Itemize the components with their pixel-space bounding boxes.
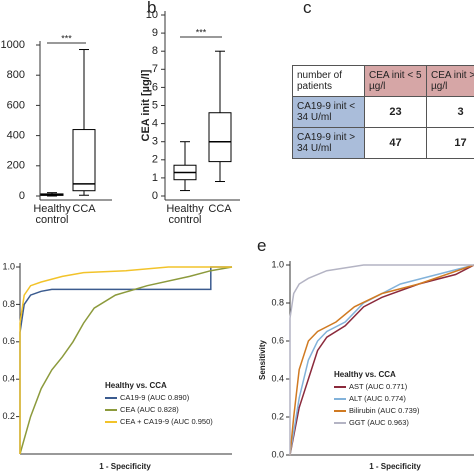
panel-label: b bbox=[147, 0, 157, 17]
panel-label: e bbox=[257, 236, 267, 255]
roc-curve bbox=[19, 266, 233, 455]
y-axis-label: CEA init [µg/l] bbox=[140, 69, 152, 141]
cell: 23 bbox=[364, 96, 427, 128]
y-axis-label: Sensitivity bbox=[258, 339, 267, 380]
y-tick-label: 0 bbox=[19, 190, 25, 202]
legend-label: CEA (AUC 0.828) bbox=[120, 405, 179, 414]
y-tick-label: 0.4 bbox=[271, 373, 284, 383]
y-tick-label: 0.2 bbox=[271, 411, 284, 421]
roc-curve bbox=[289, 264, 474, 456]
y-tick-label: 1 bbox=[152, 172, 158, 184]
row-label: CA19-9 init > 34 U/ml bbox=[292, 127, 365, 159]
x-tick-label: CCA bbox=[208, 203, 232, 215]
legend-title: Healthy vs. CCA bbox=[105, 381, 167, 390]
legend-label: ALT (AUC 0.774) bbox=[349, 394, 406, 403]
y-tick-label: 600 bbox=[7, 99, 25, 111]
legend-title: Healthy vs. CCA bbox=[334, 370, 396, 379]
y-tick-label: 0.8 bbox=[2, 299, 15, 309]
x-tick-label: Healthy control bbox=[33, 203, 71, 226]
row-label: CA19-9 init < 34 U/ml bbox=[292, 96, 365, 128]
roc-curve bbox=[289, 264, 474, 455]
y-tick-label: 8 bbox=[152, 45, 158, 57]
y-tick-label: 4 bbox=[152, 118, 158, 130]
y-tick-label: 200 bbox=[7, 160, 25, 172]
roc-curve bbox=[289, 264, 474, 456]
y-tick-label: 2 bbox=[152, 154, 158, 166]
legend-label: Bilirubin (AUC 0.739) bbox=[349, 406, 420, 415]
header-cell: CEA init > 5 µg/l bbox=[426, 65, 474, 97]
y-tick-label: 0.2 bbox=[2, 411, 15, 421]
cell: 17 bbox=[426, 127, 474, 159]
y-tick-label: 6 bbox=[152, 81, 158, 93]
y-tick-label: 0.0 bbox=[271, 449, 284, 459]
legend-label: CEA + CA19-9 (AUC 0.950) bbox=[120, 417, 213, 426]
count-table: number of patients CEA init < 5 µg/l CEA… bbox=[292, 65, 474, 159]
y-tick-label: 7 bbox=[152, 63, 158, 75]
roc-curve bbox=[19, 266, 232, 454]
y-tick-label: 0.6 bbox=[2, 336, 15, 346]
box bbox=[208, 112, 232, 163]
y-tick-label: 1.0 bbox=[2, 261, 15, 271]
x-axis-label: 1 - Specificity bbox=[369, 462, 421, 471]
x-axis-label: 1 - Specificity bbox=[99, 462, 151, 471]
header-cell: number of patients bbox=[292, 65, 365, 97]
y-tick-label: 9 bbox=[152, 27, 158, 39]
panel-label: c bbox=[303, 0, 312, 17]
y-tick-label: 400 bbox=[7, 130, 25, 142]
y-tick-label: 3 bbox=[152, 136, 158, 148]
cell: 47 bbox=[364, 127, 427, 159]
legend-label: CA19-9 (AUC 0.890) bbox=[120, 393, 190, 402]
y-tick-label: 1000 bbox=[1, 39, 25, 51]
roc-curve bbox=[19, 266, 232, 454]
y-tick-label: 10 bbox=[146, 9, 158, 21]
cell: 3 bbox=[426, 96, 474, 128]
x-tick-label: CCA bbox=[72, 203, 96, 215]
y-tick-label: 5 bbox=[152, 99, 158, 111]
header-cell: CEA init < 5 µg/l bbox=[364, 65, 427, 97]
roc-curve bbox=[289, 264, 474, 456]
y-tick-label: 800 bbox=[7, 69, 25, 81]
y-tick-label: 0.6 bbox=[271, 335, 284, 345]
y-tick-label: 0.8 bbox=[271, 297, 284, 307]
y-tick-label: 0.4 bbox=[2, 374, 15, 384]
significance-label: *** bbox=[196, 27, 207, 37]
legend-label: GGT (AUC 0.963) bbox=[349, 418, 409, 427]
legend-label: AST (AUC 0.771) bbox=[349, 382, 408, 391]
significance-label: *** bbox=[61, 33, 72, 43]
box bbox=[72, 129, 96, 192]
y-tick-label: 1.0 bbox=[271, 259, 284, 269]
x-tick-label: Healthy control bbox=[166, 203, 204, 226]
y-tick-label: 0 bbox=[152, 190, 158, 202]
